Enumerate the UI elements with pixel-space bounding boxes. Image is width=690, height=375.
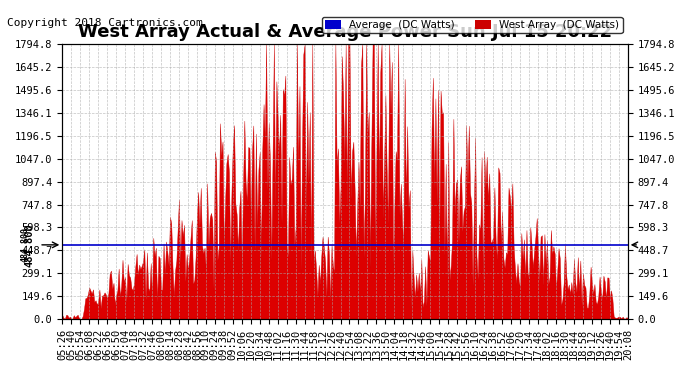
Title: West Array Actual & Average Power Sun Jul 15 20:22: West Array Actual & Average Power Sun Ju… [78,24,612,42]
Text: 484.800: 484.800 [21,227,30,262]
Text: 484.800: 484.800 [24,223,34,267]
Legend: Average  (DC Watts), West Array  (DC Watts): Average (DC Watts), West Array (DC Watts… [322,17,622,33]
Text: Copyright 2018 Cartronics.com: Copyright 2018 Cartronics.com [7,18,203,28]
